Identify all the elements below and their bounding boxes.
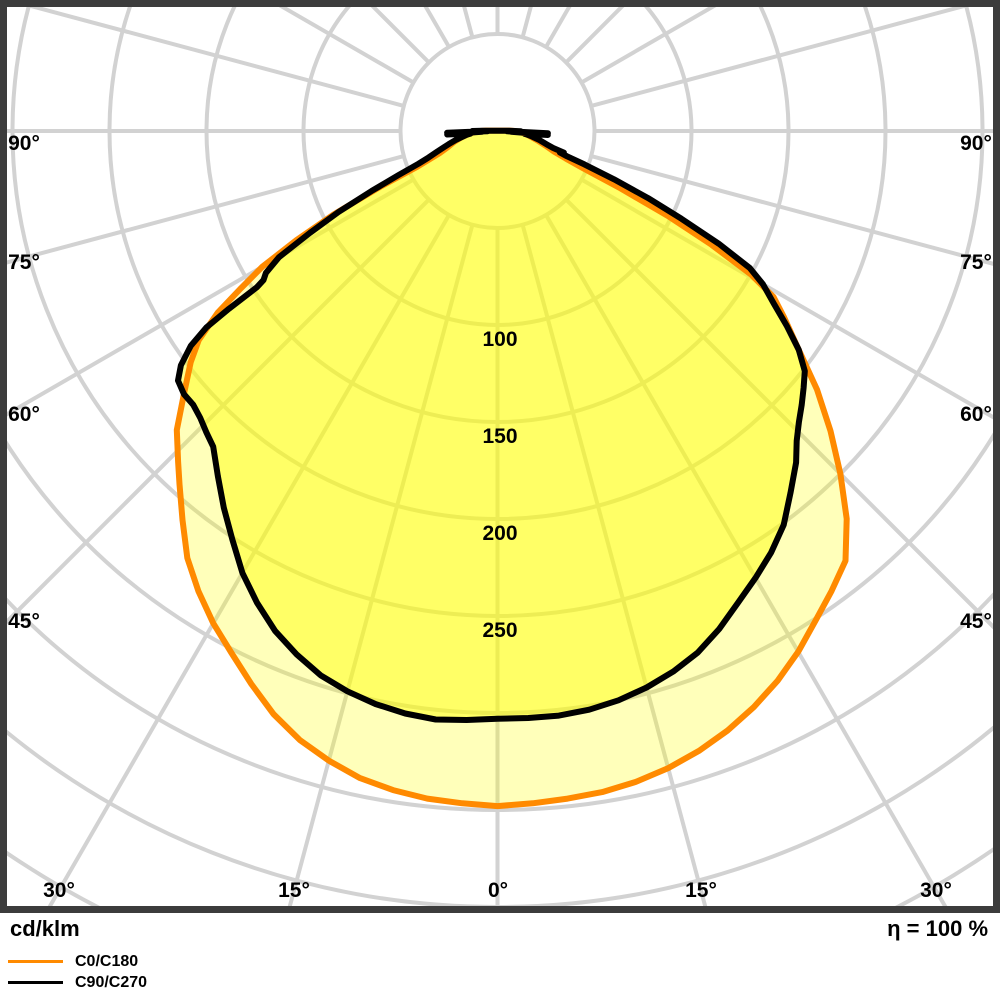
angle-label-right-60: 60° [960,403,992,426]
grid-ray-60 [580,177,993,420]
c90-c270-curve [175,127,808,723]
grid-ray-45 [564,198,993,630]
grid-ray-330 [47,213,451,906]
c90-c270-line-swatch [8,981,63,984]
grid-ray-285 [7,154,405,265]
grid-ray-345 [287,224,475,906]
angle-label-bottom-0: 30° [43,879,75,902]
axis-labels: 90° 90° 75° 75° 60° 60° 45° 45° 30° 15° 0° 15° 30° 10… [8,132,992,902]
polar-grid [7,7,993,906]
angle-label-left-75: 75° [8,251,40,274]
units-label: cd/klm [10,916,80,941]
angle-label-right-90: 90° [960,132,992,155]
legend-item-c0-c180: C0/C180 [8,951,147,972]
angle-label-right-45: 45° [960,610,992,633]
legend: C0/C180 C90/C270 [8,951,147,993]
ring-label-250: 250 [482,619,517,642]
angle-label-right-75: 75° [960,251,992,274]
ring-label-200: 200 [482,522,517,545]
efficiency-label: η = 100 % [887,916,988,941]
grid-ray-75 [590,154,993,266]
grid-ray-105 [590,7,969,108]
grid-ray-255 [26,7,405,108]
angle-label-left-45: 45° [8,610,40,633]
legend-label-c90-c270: C90/C270 [75,973,148,991]
grid-ray-315 [7,198,431,625]
ring-label-100: 100 [482,328,517,351]
c0-c180-line-swatch [8,960,63,963]
angle-label-bottom-3: 15° [685,879,717,902]
plot-border [0,0,1000,913]
ring-label-150: 150 [482,425,517,448]
legend-label-c0-c180: C0/C180 [75,952,139,970]
grid-ray-300 [7,177,415,417]
polar-chart-canvas: 90° 90° 75° 75° 60° 60° 45° 45° 30° 15° 0° 15° 30° 10… [0,0,1000,913]
angle-label-bottom-4: 30° [920,879,952,902]
angle-label-left-60: 60° [8,403,40,426]
angle-label-left-90: 90° [8,132,40,155]
c0-c180-fill [176,130,847,807]
c90-c270-fill [178,130,805,720]
grid-ray-15 [520,224,708,906]
legend-item-c90-c270: C90/C270 [8,972,147,993]
grid-ray-30 [544,213,948,906]
angle-label-bottom-1: 15° [278,879,310,902]
angle-label-bottom-2: 0° [488,879,508,902]
